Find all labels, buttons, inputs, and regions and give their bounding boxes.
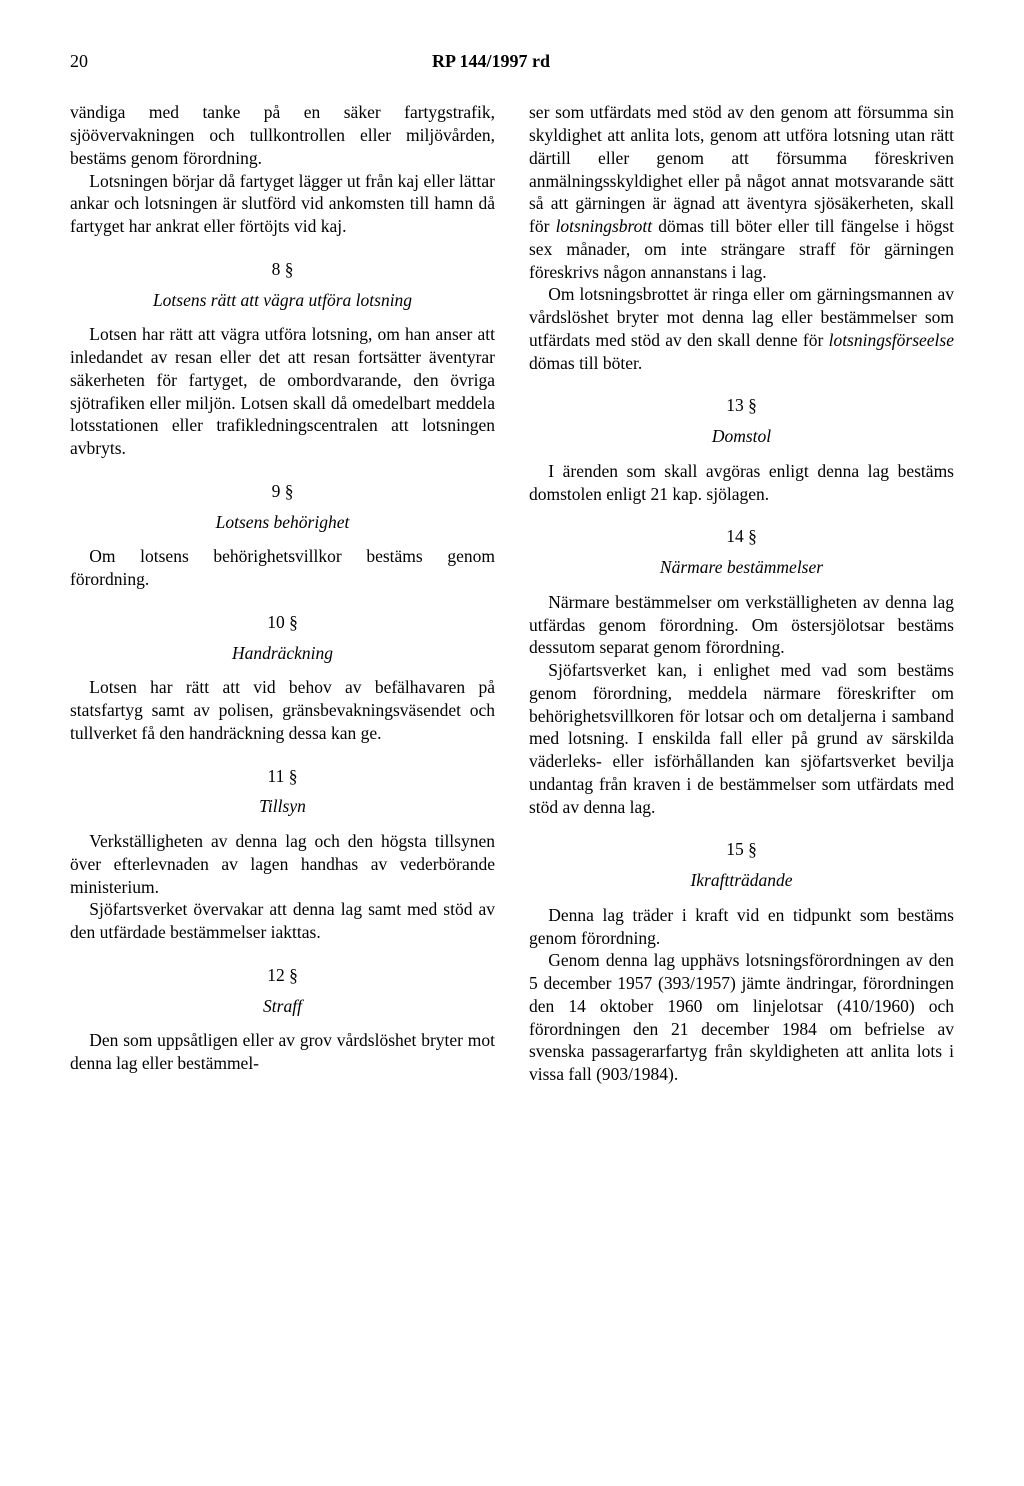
body-paragraph: Om lotsens behörighetsvillkor bestäms ge…	[70, 545, 495, 591]
section-number: 14 §	[529, 525, 954, 548]
document-title: RP 144/1997 rd	[48, 50, 934, 73]
page-header: 20 RP 144/1997 rd	[70, 50, 954, 73]
section-number: 8 §	[70, 258, 495, 281]
body-paragraph: Genom denna lag upphävs lotsningsförordn…	[529, 949, 954, 1086]
body-paragraph: Verkställigheten av denna lag och den hö…	[70, 830, 495, 898]
section-number: 9 §	[70, 480, 495, 503]
section-title: Närmare bestämmelser	[529, 556, 954, 579]
body-paragraph: I ärenden som skall avgöras enligt denna…	[529, 460, 954, 506]
section-number: 13 §	[529, 394, 954, 417]
body-paragraph: Lotsen har rätt att vid behov av befälha…	[70, 676, 495, 744]
right-column: ser som utfärdats med stöd av den genom …	[529, 101, 954, 1086]
section-title: Tillsyn	[70, 795, 495, 818]
section-number: 12 §	[70, 964, 495, 987]
italic-term: lotsningsförseelse	[829, 330, 954, 350]
body-paragraph: vändiga med tanke på en säker fartygstra…	[70, 101, 495, 169]
section-number: 10 §	[70, 611, 495, 634]
section-title: Lotsens rätt att vägra utföra lotsning	[70, 289, 495, 312]
body-paragraph: Lotsningen börjar då fartyget lägger ut …	[70, 170, 495, 238]
body-paragraph: Sjöfartsverket övervakar att denna lag s…	[70, 898, 495, 944]
body-paragraph: Närmare bestämmelser om verkställigheten…	[529, 591, 954, 659]
section-title: Ikraftträdande	[529, 869, 954, 892]
italic-term: lotsningsbrott	[556, 216, 653, 236]
body-paragraph: Sjöfartsverket kan, i enlighet med vad s…	[529, 659, 954, 818]
body-paragraph: Lotsen har rätt att vägra utföra lotsnin…	[70, 323, 495, 460]
two-column-layout: vändiga med tanke på en säker fartygstra…	[70, 101, 954, 1086]
section-title: Straff	[70, 995, 495, 1018]
body-paragraph: Denna lag träder i kraft vid en tidpunkt…	[529, 904, 954, 950]
body-paragraph: ser som utfärdats med stöd av den genom …	[529, 101, 954, 283]
section-title: Domstol	[529, 425, 954, 448]
section-title: Lotsens behörighet	[70, 511, 495, 534]
text-span: dömas till böter.	[529, 353, 642, 373]
section-number: 11 §	[70, 765, 495, 788]
section-title: Handräckning	[70, 642, 495, 665]
left-column: vändiga med tanke på en säker fartygstra…	[70, 101, 495, 1086]
body-paragraph: Om lotsningsbrottet är ringa eller om gä…	[529, 283, 954, 374]
body-paragraph: Den som uppsåtligen eller av grov vårdsl…	[70, 1029, 495, 1075]
section-number: 15 §	[529, 838, 954, 861]
